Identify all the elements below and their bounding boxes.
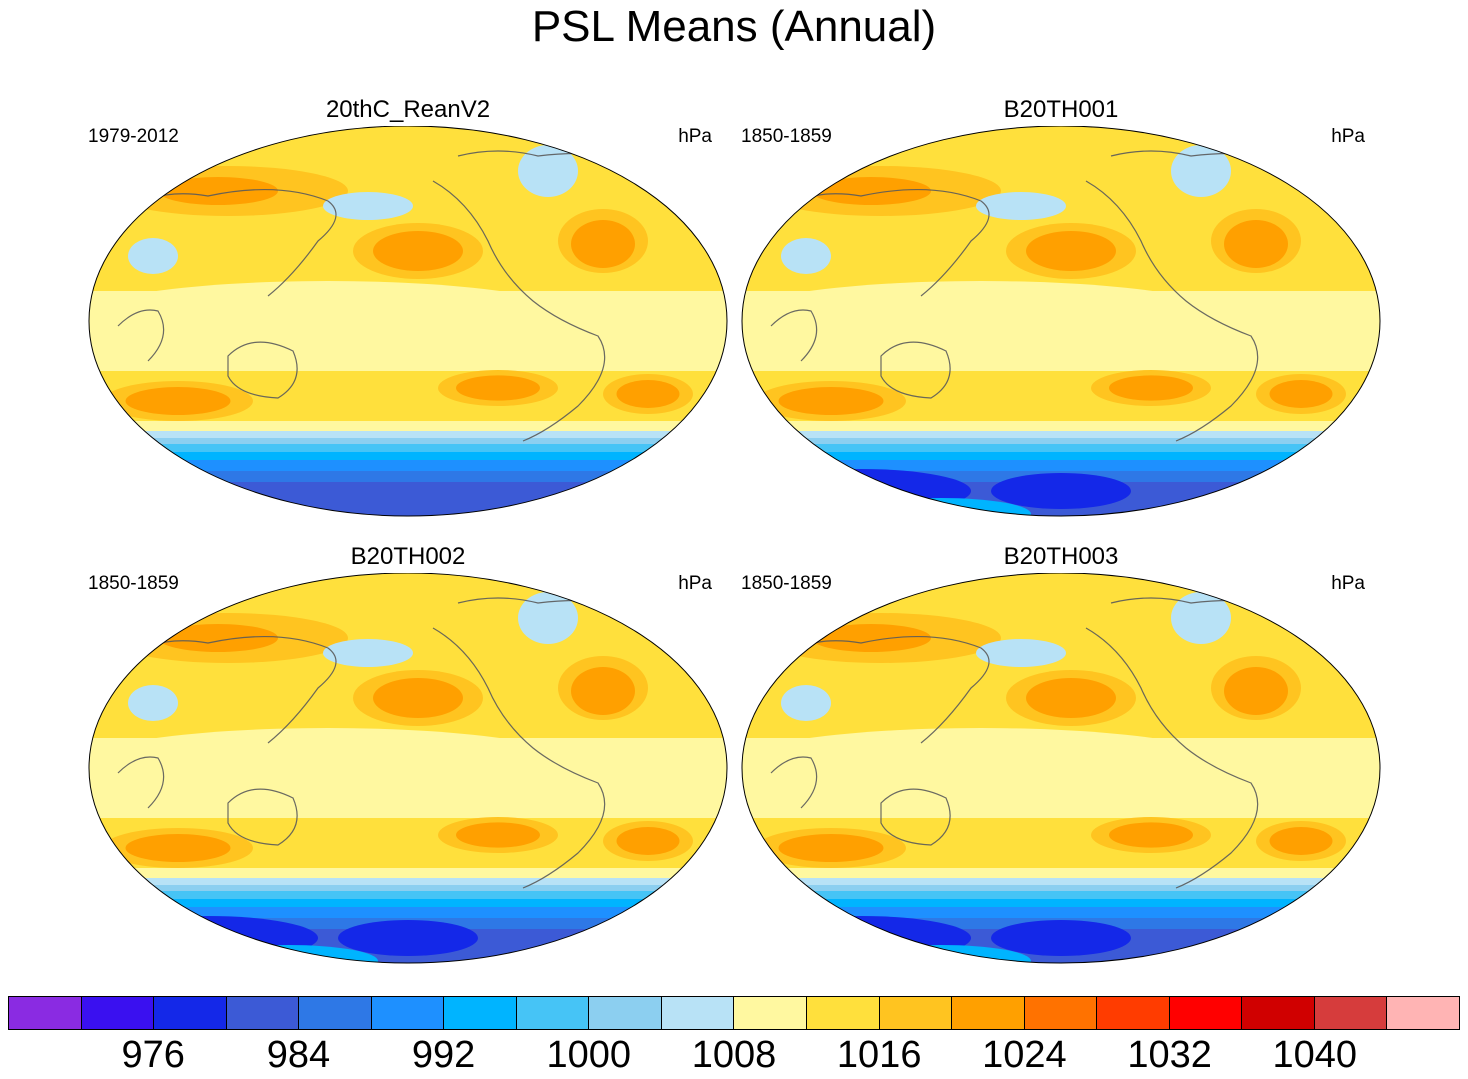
colorbar-box	[9, 997, 82, 1029]
colorbar-label: 992	[411, 1034, 476, 1076]
colorbar-box	[589, 997, 662, 1029]
map-panel-b20th002: B20TH002 1850-1859 hPa	[78, 543, 738, 973]
colorbar-box	[1097, 997, 1170, 1029]
psl-map	[741, 573, 1381, 964]
map-panel-b20th001: B20TH001 1850-1859 hPa	[731, 96, 1391, 526]
colorbar-label: 984	[266, 1034, 331, 1076]
colorbar-box	[81, 997, 155, 1029]
panel-title: B20TH001	[1003, 96, 1119, 123]
colorbar-label: 1008	[691, 1034, 777, 1076]
colorbar-box	[154, 997, 227, 1029]
colorbar-box	[444, 997, 517, 1029]
colorbar-box	[371, 997, 445, 1029]
colorbar-label: 1024	[982, 1034, 1067, 1076]
panel-period: 1850-1859	[741, 573, 832, 594]
map-panel-20thc-reanv2: 20thC_ReanV2 1979-2012 hPa	[78, 96, 738, 526]
colorbar	[8, 996, 1460, 1030]
panel-units: hPa	[678, 573, 712, 594]
colorbar-box	[661, 997, 735, 1029]
panel-title: B20TH003	[1003, 543, 1119, 570]
colorbar-label: 1000	[546, 1034, 632, 1076]
panel-title: 20thC_ReanV2	[325, 96, 491, 123]
panel-period: 1850-1859	[741, 126, 832, 147]
panel-period: 1850-1859	[88, 573, 179, 594]
colorbar-box	[1387, 997, 1459, 1029]
colorbar-box	[952, 997, 1025, 1029]
panel-period: 1979-2012	[88, 126, 179, 147]
map-panel-b20th003: B20TH003 1850-1859 hPa	[731, 543, 1391, 973]
colorbar-box	[1169, 997, 1243, 1029]
psl-map	[88, 573, 728, 964]
colorbar-label: 1032	[1127, 1034, 1212, 1076]
panel-units: hPa	[1331, 126, 1365, 147]
psl-map	[741, 126, 1381, 517]
figure-title: PSL Means (Annual)	[531, 2, 937, 51]
colorbar-label: 976	[121, 1034, 185, 1076]
colorbar-box	[1242, 997, 1315, 1029]
colorbar-box	[1024, 997, 1098, 1029]
panel-title: B20TH002	[350, 543, 466, 570]
colorbar-box	[226, 997, 300, 1029]
colorbar-box	[734, 997, 808, 1029]
colorbar-box	[807, 997, 880, 1029]
colorbar-box	[516, 997, 590, 1029]
colorbar-box	[299, 997, 372, 1029]
panel-units: hPa	[678, 126, 712, 147]
colorbar-box	[1314, 997, 1388, 1029]
psl-map	[88, 126, 728, 517]
colorbar-label: 1016	[836, 1034, 922, 1076]
colorbar-box	[879, 997, 953, 1029]
panel-units: hPa	[1331, 573, 1365, 594]
colorbar-label: 1040	[1272, 1034, 1358, 1076]
